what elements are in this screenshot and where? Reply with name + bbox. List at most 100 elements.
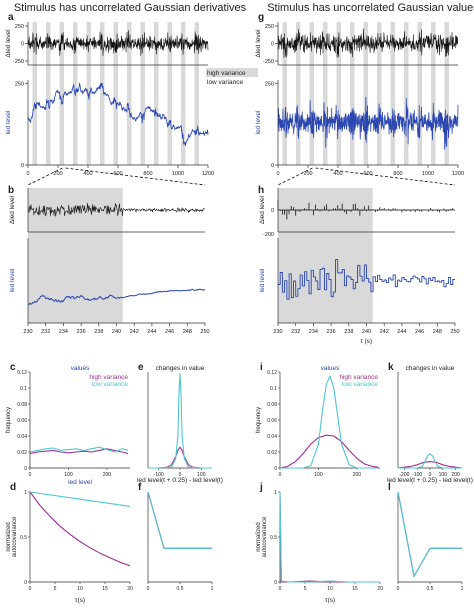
zoom-line-right-g [315, 167, 456, 186]
led-trace-g [277, 96, 459, 150]
series-l-0 [397, 491, 462, 577]
ytick-label-d-2: 1 [24, 490, 27, 496]
xtick-label-h-8: 246 [415, 329, 424, 335]
shade-band-g-5 [350, 22, 355, 165]
panel-letter-c: c [10, 362, 16, 373]
xtick-label-d-2: 10 [77, 586, 83, 592]
series-c-0 [29, 448, 129, 455]
xtick-label-l-2: 1 [461, 586, 464, 592]
legend-low-i: low variance [342, 381, 379, 388]
led-zoom-h [278, 259, 455, 300]
xtick-label-f-2: 1 [211, 586, 214, 592]
ytick-label-d-0: 0 [24, 580, 27, 586]
shade-band-a-9 [154, 22, 159, 165]
xlabel-k: led level(t + 0.25) - led level(t) [387, 477, 473, 484]
panel-letter-f: f [138, 482, 142, 493]
xtick-label-b-0: 230 [23, 329, 32, 335]
xtick-label-i-0: 0 [279, 472, 282, 478]
xtick-label-h-0: 230 [273, 329, 282, 335]
shade-band-g-0 [282, 22, 287, 165]
top-ylabel-b: Δled level [9, 195, 16, 224]
top-ytick-label-h-0: 0 [271, 208, 274, 214]
series-e-0 [148, 446, 212, 469]
high-variance-box [206, 68, 258, 77]
top-ytick-label-h-1: -200 [263, 232, 274, 238]
xtick-label-g-6: 1200 [452, 171, 464, 177]
xtick-label-h-2: 234 [309, 329, 318, 335]
panel-title-c: values [71, 365, 91, 372]
legend-high-i: high variance [339, 374, 378, 381]
delta-zoom-b [27, 202, 206, 217]
series-f-1 [147, 491, 212, 549]
xtick-label-j-2: 10 [327, 586, 333, 592]
shade-band-g-4 [336, 22, 341, 165]
xtick-label-d-4: 20 [127, 586, 133, 592]
xtick-label-b-6: 242 [130, 329, 139, 335]
xtick-label-b-2: 234 [59, 329, 68, 335]
series-c-1 [29, 446, 129, 453]
series-d-0 [29, 491, 131, 567]
top-ytick-label-a-2: -250 [13, 59, 24, 65]
xtick-label-b-9: 248 [183, 329, 192, 335]
xtick-label-j-0: 0 [279, 586, 282, 592]
xtick-label-g-0: 0 [276, 171, 279, 177]
bottom-ylabel-g: led level [255, 110, 262, 134]
ytick-label-i-1: 0.02 [267, 450, 277, 456]
xtick-label-k-4: 200 [451, 472, 460, 478]
xtick-label-h-3: 236 [327, 329, 336, 335]
xtick-label-h-10: 250 [450, 329, 459, 335]
ytick-label-i-6: 0.12 [267, 370, 277, 376]
xtick-label-b-7: 244 [147, 329, 156, 335]
ytick-label-c-5: 0.1 [20, 386, 27, 392]
xtick-label-j-1: 5 [304, 586, 307, 592]
low-variance-annotation: low variance [207, 79, 244, 86]
xtick-label-a-2: 400 [83, 171, 92, 177]
bottom-ylabel-h: led level [259, 268, 266, 292]
shade-band-a-1 [46, 22, 51, 165]
ytick-label-d-1: 0.5 [20, 535, 27, 541]
panel-letter-i: i [260, 362, 263, 373]
shade-band-g-7 [377, 22, 382, 165]
xtick-label-f-0: 0 [147, 586, 150, 592]
ytick-label-i-4: 0.08 [267, 402, 277, 408]
xtick-label-h-5: 240 [362, 329, 371, 335]
shade-band-g-3 [323, 22, 328, 165]
bottom-ytick-label-g-1: 0 [271, 163, 274, 169]
series-i-1 [280, 375, 379, 469]
xtick-label-k-1: -100 [412, 472, 422, 478]
shade-band-a-8 [140, 22, 145, 165]
ylabel-i-0: frequency [256, 407, 262, 433]
xtick-label-a-5: 1000 [172, 171, 184, 177]
shade-band-g-11 [431, 22, 436, 165]
panel-letter-k: k [388, 362, 394, 373]
ytick-label-i-3: 0.06 [267, 418, 277, 424]
right-title: Stimulus has uncorrelated Gaussian value… [267, 2, 474, 14]
shade-band-g-9 [404, 22, 409, 165]
xtick-label-g-1: 200 [303, 171, 312, 177]
xtick-label-c-2: 200 [103, 472, 112, 478]
shade-band-a-12 [194, 22, 199, 165]
xtick-label-e-1: 0 [179, 472, 182, 478]
shade-band-g-1 [296, 22, 301, 165]
ytick-label-c-6: 0.12 [17, 370, 27, 376]
xtick-label-b-8: 246 [165, 329, 174, 335]
zoom-line-left-g [277, 167, 313, 186]
ytick-label-j-0: 0 [274, 580, 277, 586]
series-j-0 [279, 491, 380, 583]
xtick-label-b-10: 250 [200, 329, 209, 335]
top-ytick-label-g-2: -250 [263, 59, 274, 65]
xtick-label-c-0: 0 [29, 472, 32, 478]
top-ylabel-a: Δled level [5, 29, 12, 58]
shade-band-a-5 [100, 22, 105, 165]
shade-band-a-7 [127, 22, 132, 165]
ytick-label-c-2: 0.04 [17, 434, 27, 440]
bottom-ytick-label-a-1: 0 [21, 163, 24, 169]
xtick-label-b-1: 232 [41, 329, 50, 335]
xtick-label-a-4: 800 [143, 171, 152, 177]
top-ytick-label-g-1: 0 [271, 42, 274, 48]
xtick-label-b-5: 240 [112, 329, 121, 335]
xtick-label-a-0: 0 [26, 171, 29, 177]
ylabel-j-0: normalized [256, 522, 262, 551]
